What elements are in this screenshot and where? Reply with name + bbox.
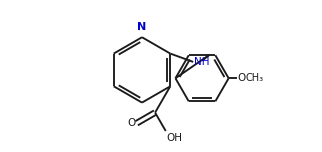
Text: N: N	[137, 22, 147, 32]
Text: CH₃: CH₃	[246, 73, 264, 83]
Text: O: O	[127, 118, 135, 128]
Text: OH: OH	[166, 133, 183, 143]
Text: O: O	[237, 73, 246, 83]
Text: NH: NH	[194, 57, 209, 67]
